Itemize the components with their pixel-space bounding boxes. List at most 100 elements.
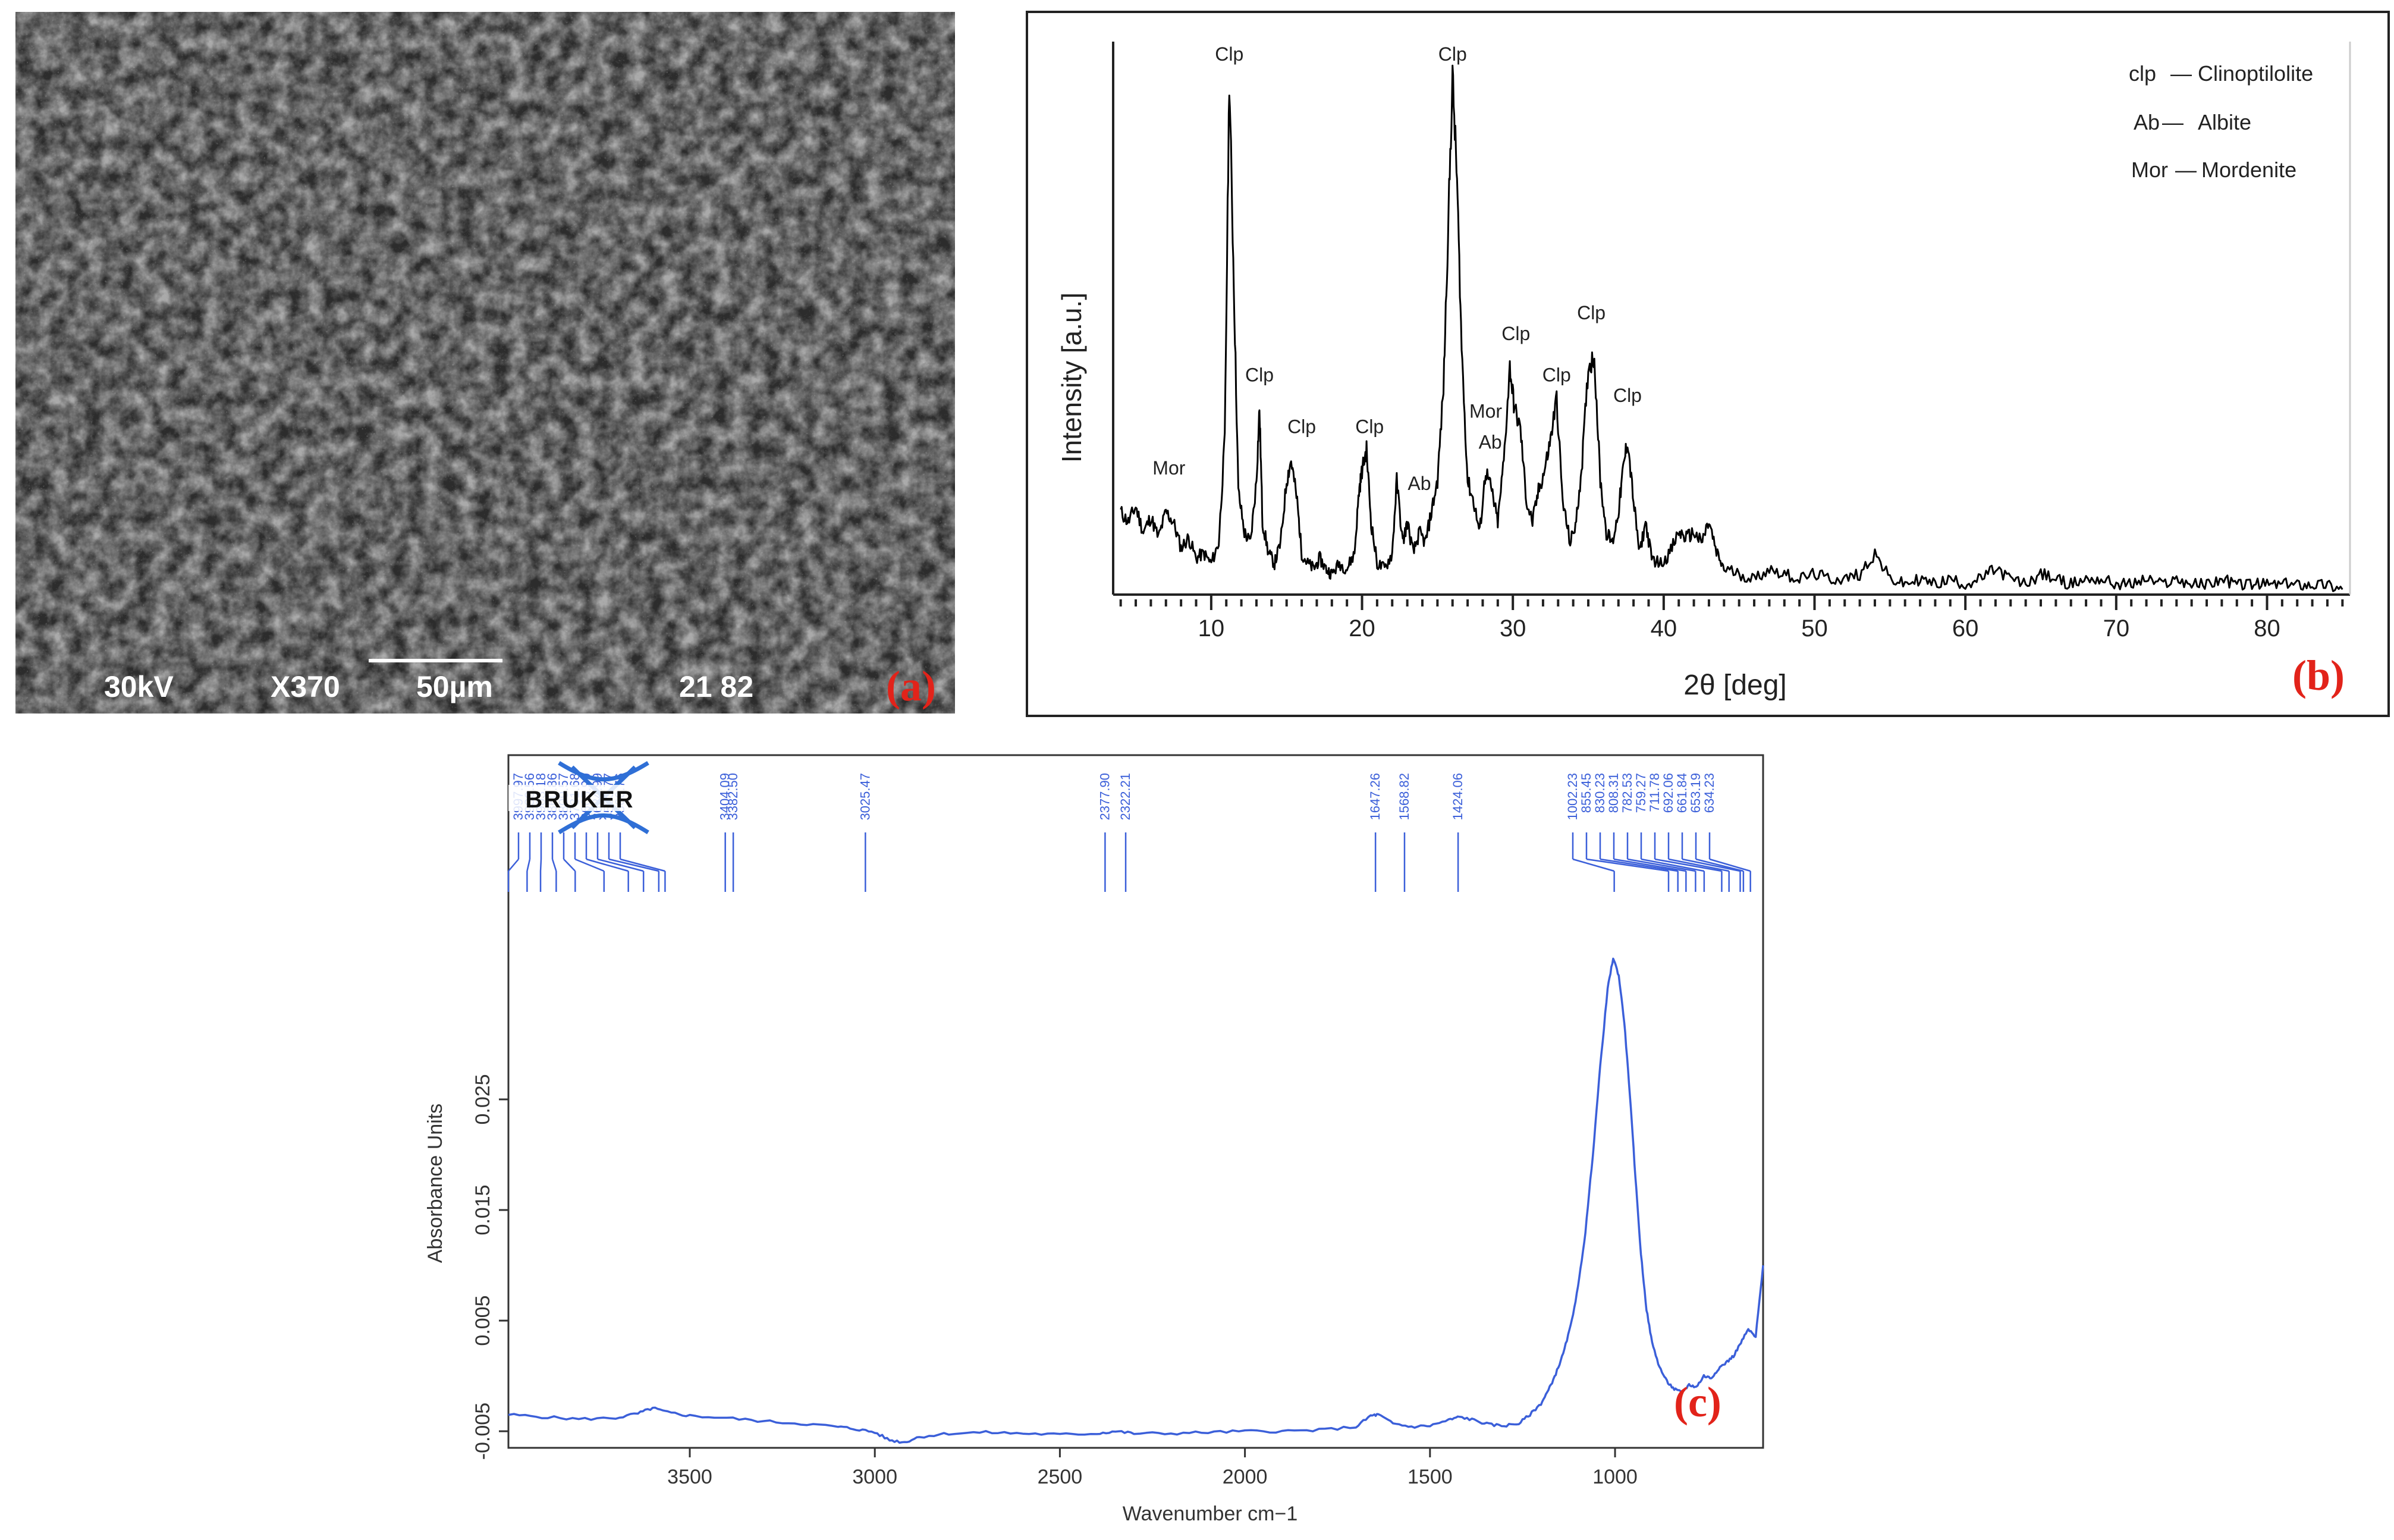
ftir-peak-connector (1695, 858, 1744, 872)
ftir-peak-connector (1613, 858, 1686, 872)
ftir-peak-label: 711.78 (1647, 773, 1662, 812)
sem-grain (15, 12, 955, 714)
ftir-peak-connector (608, 858, 659, 872)
ftir-peak-connector (508, 859, 519, 872)
xrd-plot: 10 20 30 40 50 60 70 80 Mor Clp Clp Clp Clp Ab Clp Mor A… (1112, 42, 2351, 642)
xrd-peak-label: Clp (1287, 416, 1316, 437)
xrd-peak-label: Clp (1245, 364, 1274, 385)
ftir-peak-connector (574, 858, 605, 872)
ftir-plot: 3500 3000 2500 2000 1500 1000 -0.005 0.005 0.015… (472, 754, 1764, 1488)
ftir-peak-label: 2377.90 (1097, 773, 1112, 821)
ftir-peak-label: 634.23 (1702, 773, 1717, 813)
xrd-legend: clp — Clinoptilolite Ab — Albite Mor — M… (2129, 61, 2313, 182)
ftir-frame (507, 754, 1764, 1449)
ftir-peak-label: 2322.21 (1118, 773, 1133, 821)
ftir-y-tick-label: 0.025 (472, 1074, 494, 1124)
ftir-peak-connector (1641, 858, 1705, 872)
ftir-x-tick-label: 1000 (1592, 1466, 1638, 1488)
xrd-x-tick-label: 80 (2254, 615, 2280, 642)
ftir-x-tick-label: 3500 (667, 1466, 712, 1488)
xrd-x-tick-label: 70 (2103, 615, 2130, 642)
xrd-peak-label: Ab (1408, 473, 1431, 494)
ftir-y-tick-label: 0.005 (472, 1295, 494, 1346)
ftir-peak-label: 808.31 (1606, 773, 1621, 813)
ftir-peak-label: 692.06 (1661, 773, 1676, 813)
ftir-peak-connector (620, 858, 665, 872)
legend-dash-ab: — (2162, 110, 2183, 134)
ftir-peak-connector (1586, 858, 1669, 872)
ftir-peak-connector (1668, 858, 1729, 872)
ftir-peak-connector (1627, 858, 1696, 872)
ftir-x-label: Wavenumber cm−1 (1123, 1503, 1297, 1525)
ftir-x-tick-label: 2500 (1038, 1466, 1083, 1488)
ftir-peak-label: 830.23 (1592, 773, 1607, 813)
xrd-x-tick-label: 50 (1801, 615, 1828, 642)
xrd-peak-label: Clp (1438, 43, 1467, 65)
ftir-peak-connector (1600, 858, 1678, 872)
xrd-x-tick-label: 60 (1952, 615, 1979, 642)
xrd-peak-label: Mor (1469, 400, 1502, 422)
ftir-peak-connector (586, 858, 629, 872)
xrd-y-label: Intensity [a.u.] (1056, 293, 1087, 463)
legend-dash-mor: — (2175, 158, 2197, 182)
ftir-y-tick-label: 0.015 (472, 1184, 494, 1235)
bruker-logo-mark (558, 761, 649, 834)
ftir-peak-connector (1654, 858, 1722, 872)
xrd-peak-label: Clp (1577, 302, 1606, 323)
ftir-peak-label: 782.53 (1620, 773, 1635, 813)
ftir-peak-label: 855.45 (1579, 773, 1594, 813)
bruker-logo-band (508, 785, 651, 811)
xrd-frame (1026, 11, 2390, 717)
legend-abbr-mor: Mor (2131, 158, 2168, 182)
ftir-peak-label: 1002.23 (1565, 773, 1580, 821)
ftir-peak-connector (551, 859, 557, 872)
bruker-logo-text: BRUKER (525, 787, 634, 813)
ftir-panel: 3500 3000 2500 2000 1500 1000 -0.005 0.005 0.015… (424, 754, 1764, 1525)
xrd-peak-label: Clp (1215, 43, 1243, 65)
ftir-peak-connector (1682, 858, 1740, 872)
legend-dash-clp: — (2170, 61, 2192, 86)
ftir-y-label: Absorbance Units (424, 1104, 447, 1263)
ftir-peak-connector (1709, 858, 1751, 872)
legend-name-clp: Clinoptilolite (2198, 61, 2313, 86)
xrd-peak-label: Clp (1542, 364, 1571, 385)
ftir-peak-connector (1572, 858, 1614, 872)
ftir-peak-label: 3025.47 (857, 773, 872, 821)
ftir-peak-label: 1424.06 (1450, 773, 1465, 821)
xrd-x-tick-label: 20 (1349, 615, 1375, 642)
bruker-logo: BRUKER (508, 761, 651, 834)
ftir-peak-connector (563, 859, 576, 872)
sem-panel: 30kV X370 50µm 21 82 (a) (15, 12, 955, 714)
ftir-x-tick-label: 3000 (852, 1466, 897, 1488)
xrd-peak-label: Clp (1501, 323, 1530, 344)
ftir-peak-label: 653.19 (1688, 773, 1703, 813)
legend-abbr-clp: clp (2129, 61, 2156, 86)
ftir-peak-label: 759.27 (1633, 773, 1648, 813)
ftir-peak-label: 1568.82 (1397, 773, 1412, 821)
ftir-x-tick-label: 1500 (1408, 1466, 1453, 1488)
xrd-series-line (1120, 64, 2343, 592)
panel-letter-a: (a) (886, 662, 936, 710)
legend-abbr-ab: Ab (2134, 110, 2160, 134)
xrd-peak-label: Mor (1152, 457, 1185, 479)
ftir-peak-label: 3382.50 (725, 773, 740, 821)
ftir-peak-connector (526, 859, 531, 872)
sem-scale-label: 50µm (416, 670, 493, 703)
xrd-peak-label: Clp (1355, 416, 1384, 437)
ftir-peak-label: 661.84 (1674, 773, 1689, 813)
ftir-peak-label: 1647.26 (1368, 773, 1383, 821)
xrd-x-tick-label: 40 (1651, 615, 1677, 642)
sem-voltage: 30kV (104, 670, 174, 703)
ftir-x-tick-label: 2000 (1223, 1466, 1268, 1488)
xrd-panel: 10 20 30 40 50 60 70 80 Mor Clp Clp Clp Clp Ab Clp Mor A… (1026, 11, 2390, 717)
ftir-y-tick-label: -0.005 (472, 1403, 494, 1460)
ftir-peak-label: 3404.09 (718, 773, 733, 821)
xrd-peak-label: Ab (1479, 432, 1502, 453)
xrd-x-tick-label: 30 (1500, 615, 1526, 642)
legend-name-ab: Albite (2198, 110, 2251, 134)
sem-magnification: X370 (271, 670, 340, 703)
panel-letter-b: (b) (2292, 652, 2345, 699)
ftir-series-line (508, 957, 1764, 1444)
xrd-peak-label: Clp (1613, 385, 1642, 406)
